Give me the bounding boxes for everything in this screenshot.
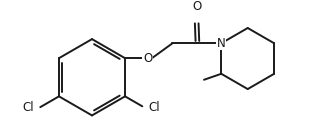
Text: Cl: Cl bbox=[148, 101, 160, 114]
Text: Cl: Cl bbox=[23, 101, 34, 114]
Text: O: O bbox=[192, 0, 201, 13]
Text: N: N bbox=[217, 37, 226, 50]
Text: N: N bbox=[217, 37, 226, 50]
Text: O: O bbox=[143, 52, 152, 65]
